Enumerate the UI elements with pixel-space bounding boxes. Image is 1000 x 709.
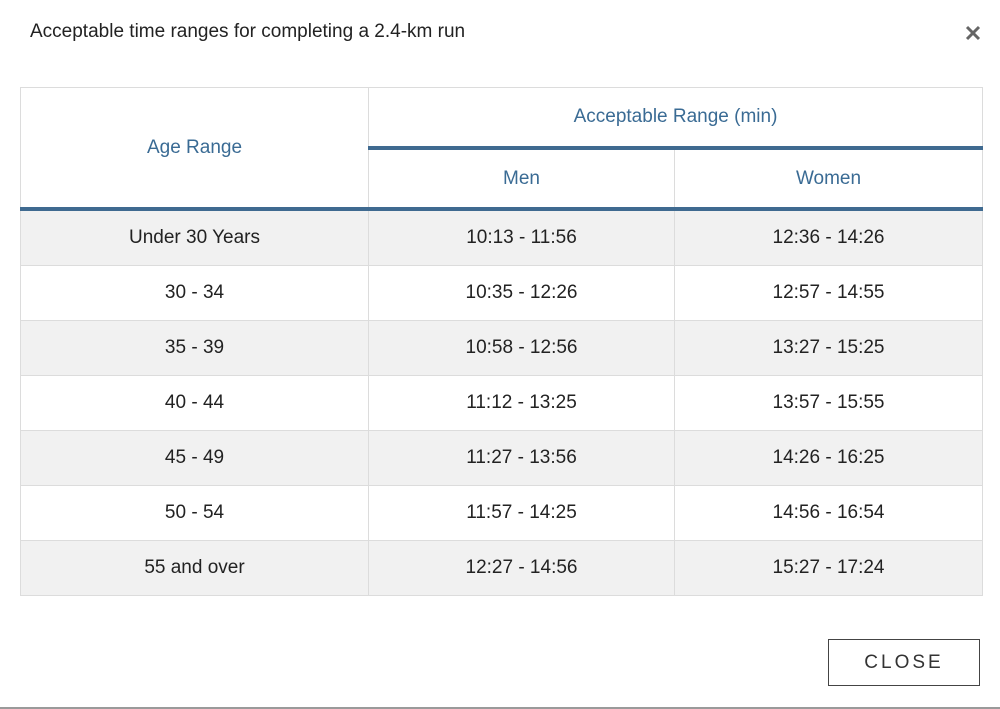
table-cell: 45 - 49 (20, 430, 369, 486)
table-row: 55 and over 12:27 - 14:56 15:27 - 17:24 (20, 540, 984, 596)
range-header: Acceptable Range (min) (367, 87, 984, 150)
table-cell: 40 - 44 (20, 375, 369, 431)
dialog-title: Acceptable time ranges for completing a … (30, 21, 466, 42)
age-header: Age Range (20, 87, 369, 211)
table-cell: 55 and over (20, 540, 369, 596)
sub-header: Women (673, 147, 984, 211)
table-cell: Under 30 Years (20, 208, 369, 266)
close-button[interactable]: CLOSE (828, 639, 980, 686)
table-cell: 11:27 - 13:56 (368, 430, 675, 486)
table-cell: 12:27 - 14:56 (368, 540, 675, 596)
table-row: 45 - 49 11:27 - 13:56 14:26 - 16:25 (20, 430, 984, 486)
table-row: 50 - 54 11:57 - 14:25 14:56 - 16:54 (20, 485, 984, 541)
table-cell: 11:12 - 13:25 (368, 375, 675, 431)
table-row: 40 - 44 11:12 - 13:25 13:57 - 15:55 (20, 375, 984, 431)
table-row: 35 - 39 10:58 - 12:56 13:27 - 15:25 (20, 320, 984, 376)
table-cell: 11:57 - 14:25 (368, 485, 675, 541)
table-cell: 10:13 - 11:56 (368, 208, 675, 266)
range-table: Age Range Acceptable Range (min) Men Wom… (20, 87, 984, 596)
table-row: Under 30 Years 10:13 - 11:56 12:36 - 14:26 (20, 208, 984, 266)
table-cell: 13:57 - 15:55 (673, 375, 984, 431)
table-cell: 12:57 - 14:55 (673, 265, 984, 321)
sub-header: Men (368, 147, 675, 211)
table-row: 30 - 34 10:35 - 12:26 12:57 - 14:55 (20, 265, 984, 321)
close-icon[interactable] (965, 25, 981, 41)
table-cell: 15:27 - 17:24 (673, 540, 984, 596)
table-cell: 13:27 - 15:25 (673, 320, 984, 376)
table-cell: 10:58 - 12:56 (368, 320, 675, 376)
table-cell: 14:56 - 16:54 (673, 485, 984, 541)
table-cell: 30 - 34 (20, 265, 369, 321)
table-cell: 12:36 - 14:26 (673, 208, 984, 266)
table-cell: 35 - 39 (20, 320, 369, 376)
table-cell: 50 - 54 (20, 485, 369, 541)
table-cell: 14:26 - 16:25 (673, 430, 984, 486)
table-cell: 10:35 - 12:26 (368, 265, 675, 321)
